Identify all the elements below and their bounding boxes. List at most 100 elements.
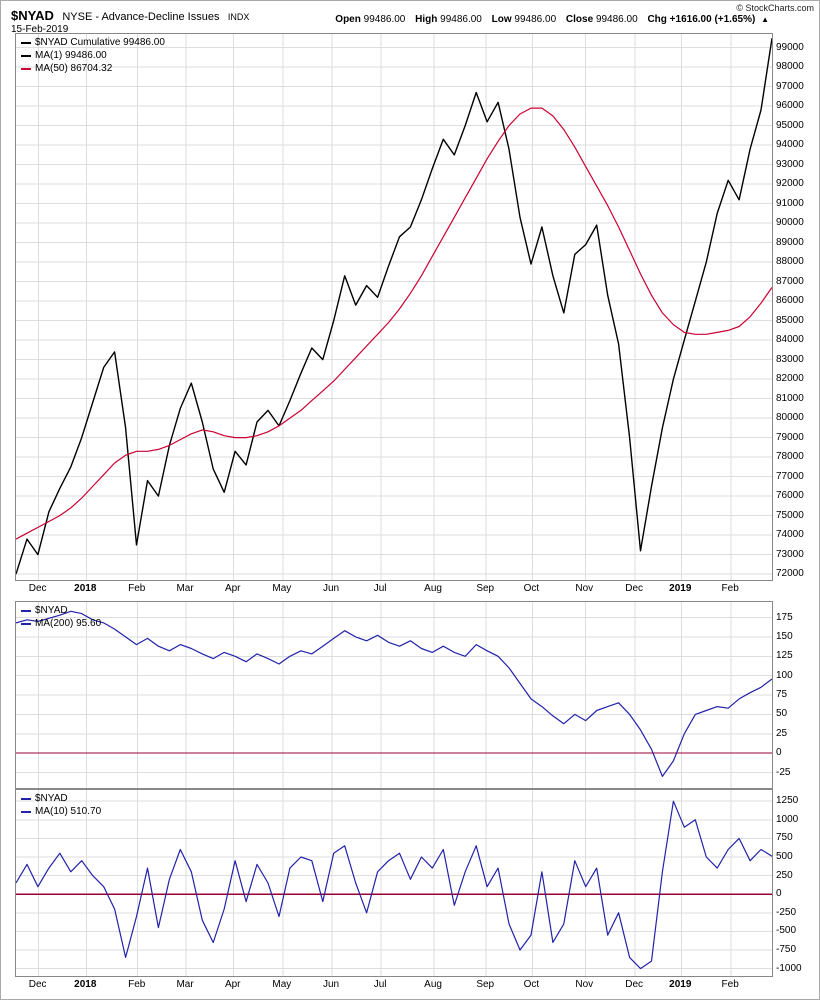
x-axis-tick-label: Jun: [322, 583, 340, 594]
y-axis-tick-label: 88000: [776, 256, 804, 268]
y-axis-tick-label: 96000: [776, 100, 804, 112]
legend-label: MA(1) 99486.00: [35, 50, 107, 61]
y-axis-tick-label: 95000: [776, 119, 804, 131]
ma200-legend: $NYAD MA(200) 95.60: [21, 604, 101, 630]
y-axis-tick-label: -25: [776, 766, 791, 778]
legend-item: MA(200) 95.60: [21, 617, 101, 630]
high-value: 99486.00: [440, 14, 482, 25]
ma200-chart-canvas: [16, 602, 772, 788]
ma200-indicator-panel: $NYAD MA(200) 95.60: [15, 601, 773, 789]
y-axis-tick-label: 85000: [776, 314, 804, 326]
main-chart-canvas: [16, 34, 772, 580]
ma10-chart-canvas: [16, 790, 772, 976]
y-axis-tick-label: 80000: [776, 412, 804, 424]
x-axis-tick-label: 2019: [669, 583, 692, 594]
y-axis-tick-label: 81000: [776, 392, 804, 404]
legend-line-sample: [21, 622, 31, 625]
legend-line-sample: [21, 797, 31, 800]
x-axis-tick-label: Aug: [424, 583, 442, 594]
legend-line-sample: [21, 41, 31, 44]
legend-label: $NYAD: [35, 793, 68, 804]
y-axis-tick-label: 84000: [776, 334, 804, 346]
x-axis-tick-label: 2018: [74, 583, 97, 594]
x-axis-tick-label: Dec: [625, 583, 644, 594]
y-axis-tick-label: 73000: [776, 548, 804, 560]
legend-line-sample: [21, 54, 31, 57]
y-axis-tick-label: 78000: [776, 451, 804, 463]
y-axis-tick-label: 100: [776, 669, 793, 681]
y-axis-tick-label: 77000: [776, 470, 804, 482]
y-axis-tick-label: 0: [776, 888, 782, 900]
y-axis-tick-label: 75000: [776, 509, 804, 521]
exchange-label: INDX: [227, 12, 250, 22]
legend-line-sample: [21, 67, 31, 70]
ticker-symbol: $NYAD: [11, 8, 54, 23]
x-axis-tick-label: May: [272, 979, 292, 990]
legend-item: $NYAD: [21, 792, 101, 805]
legend-label: MA(200) 95.60: [35, 618, 102, 629]
legend-label: MA(50) 86704.32: [35, 63, 113, 74]
y-axis-tick-label: 83000: [776, 353, 804, 365]
x-axis-tick-label: Sep: [476, 583, 495, 594]
y-axis-tick-label: 500: [776, 850, 793, 862]
legend-label: $NYAD Cumulative 99486.00: [35, 37, 165, 48]
legend-item: $NYAD: [21, 604, 101, 617]
chg-value: +1616.00 (+1.65%): [669, 14, 756, 25]
x-axis-tick-label: Apr: [224, 979, 241, 990]
legend-label: MA(10) 510.70: [35, 806, 102, 817]
copyright-label: © StockCharts.com: [736, 3, 814, 13]
y-axis-tick-label: 89000: [776, 236, 804, 248]
y-axis-tick-label: -750: [776, 943, 797, 955]
x-axis-tick-label: Apr: [224, 583, 241, 594]
x-axis-tick-label: Aug: [424, 979, 442, 990]
y-axis-tick-label: 250: [776, 869, 793, 881]
y-axis-tick-label: -1000: [776, 962, 802, 974]
x-axis-tick-label: Nov: [575, 979, 594, 990]
main-legend: $NYAD Cumulative 99486.00 MA(1) 99486.00 M…: [21, 36, 165, 75]
legend-item: MA(50) 86704.32: [21, 62, 165, 75]
y-axis-tick-label: 150: [776, 630, 793, 642]
legend-item: MA(10) 510.70: [21, 805, 101, 818]
main-price-panel: $NYAD Cumulative 99486.00 MA(1) 99486.00 M…: [15, 33, 773, 581]
x-axis-tick-label: Feb: [721, 979, 739, 990]
y-axis-tick-label: 86000: [776, 295, 804, 307]
y-axis-tick-label: 94000: [776, 139, 804, 151]
legend-item: $NYAD Cumulative 99486.00: [21, 36, 165, 49]
y-axis-tick-label: 25: [776, 727, 788, 739]
x-axis-tick-label: May: [272, 583, 292, 594]
y-axis-tick-label: 1000: [776, 813, 799, 825]
x-axis-tick-label: Jul: [373, 979, 387, 990]
security-name: NYSE - Advance-Decline Issues: [62, 11, 220, 23]
y-axis-tick-label: -250: [776, 906, 797, 918]
y-axis-tick-label: 0: [776, 747, 782, 759]
y-axis-tick-label: 90000: [776, 217, 804, 229]
y-axis-tick-label: 175: [776, 611, 793, 623]
y-axis-tick-label: 50: [776, 708, 788, 720]
low-value: 99486.00: [514, 14, 557, 25]
high-label: High: [415, 14, 438, 25]
x-axis-tick-label: Mar: [176, 583, 194, 594]
y-axis-tick-label: 750: [776, 832, 793, 844]
y-axis-tick-label: 99000: [776, 41, 804, 53]
y-axis-tick-label: 92000: [776, 178, 804, 190]
legend-label: $NYAD: [35, 605, 68, 616]
y-axis-tick-label: 93000: [776, 158, 804, 170]
up-arrow-icon: ▲: [761, 15, 769, 24]
x-axis-tick-label: Nov: [575, 583, 594, 594]
y-axis-tick-label: 79000: [776, 431, 804, 443]
x-axis-tick-label: Jun: [322, 979, 340, 990]
chart-title-row: $NYAD NYSE - Advance-Decline Issues INDX: [11, 7, 249, 25]
y-axis-tick-label: 1250: [776, 795, 799, 807]
legend-line-sample: [21, 609, 31, 612]
y-axis-tick-label: -500: [776, 925, 797, 937]
open-value: 99486.00: [363, 14, 406, 25]
chart-date: 15-Feb-2019: [11, 24, 69, 35]
x-axis-tick-label: 2018: [74, 979, 97, 990]
x-axis-tick-label: Feb: [128, 583, 146, 594]
legend-line-sample: [21, 810, 31, 813]
open-label: Open: [335, 14, 361, 25]
x-axis-tick-label: Jul: [373, 583, 387, 594]
y-axis-tick-label: 125: [776, 650, 793, 662]
x-axis-tick-label: Mar: [176, 979, 194, 990]
x-axis-tick-label: Feb: [721, 583, 739, 594]
